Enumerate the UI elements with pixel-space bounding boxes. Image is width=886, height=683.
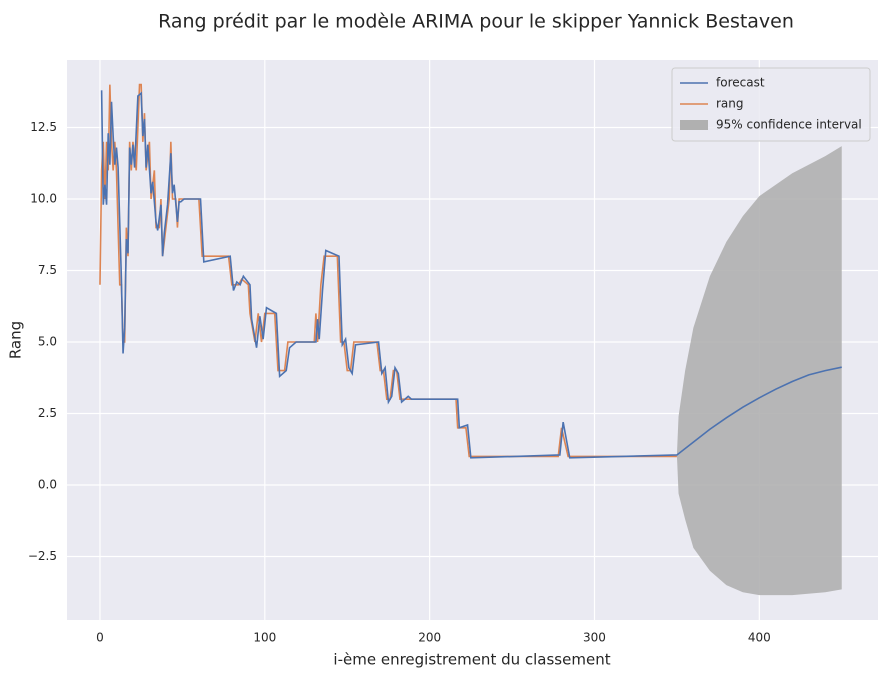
y-tick-label: 2.5 — [38, 406, 57, 420]
x-axis-label: i-ème enregistrement du classement — [333, 651, 610, 669]
x-tick-label: 300 — [583, 631, 606, 645]
series-line — [100, 90, 842, 459]
x-tick-label: 400 — [748, 631, 771, 645]
y-axis-label: Rang — [7, 321, 25, 359]
x-tick-label: 100 — [253, 631, 276, 645]
x-tick-label: 200 — [418, 631, 441, 645]
y-tick-label: −2.5 — [28, 549, 57, 563]
chart-title: Rang prédit par le modèle ARIMA pour le … — [158, 11, 794, 33]
y-tick-label: 5.0 — [38, 335, 57, 349]
legend-label: 95% confidence interval — [716, 118, 862, 132]
legend-swatch — [680, 120, 708, 130]
y-tick-label: 7.5 — [38, 263, 57, 277]
y-tick-label: 10.0 — [30, 191, 57, 205]
x-tick-label: 0 — [96, 631, 104, 645]
legend-box — [671, 67, 871, 142]
y-tick-label: 12.5 — [30, 120, 57, 134]
legend-label: rang — [716, 97, 744, 111]
y-tick-label: 0.0 — [38, 478, 57, 492]
legend-label: forecast — [716, 76, 765, 90]
confidence-band — [676, 146, 842, 596]
